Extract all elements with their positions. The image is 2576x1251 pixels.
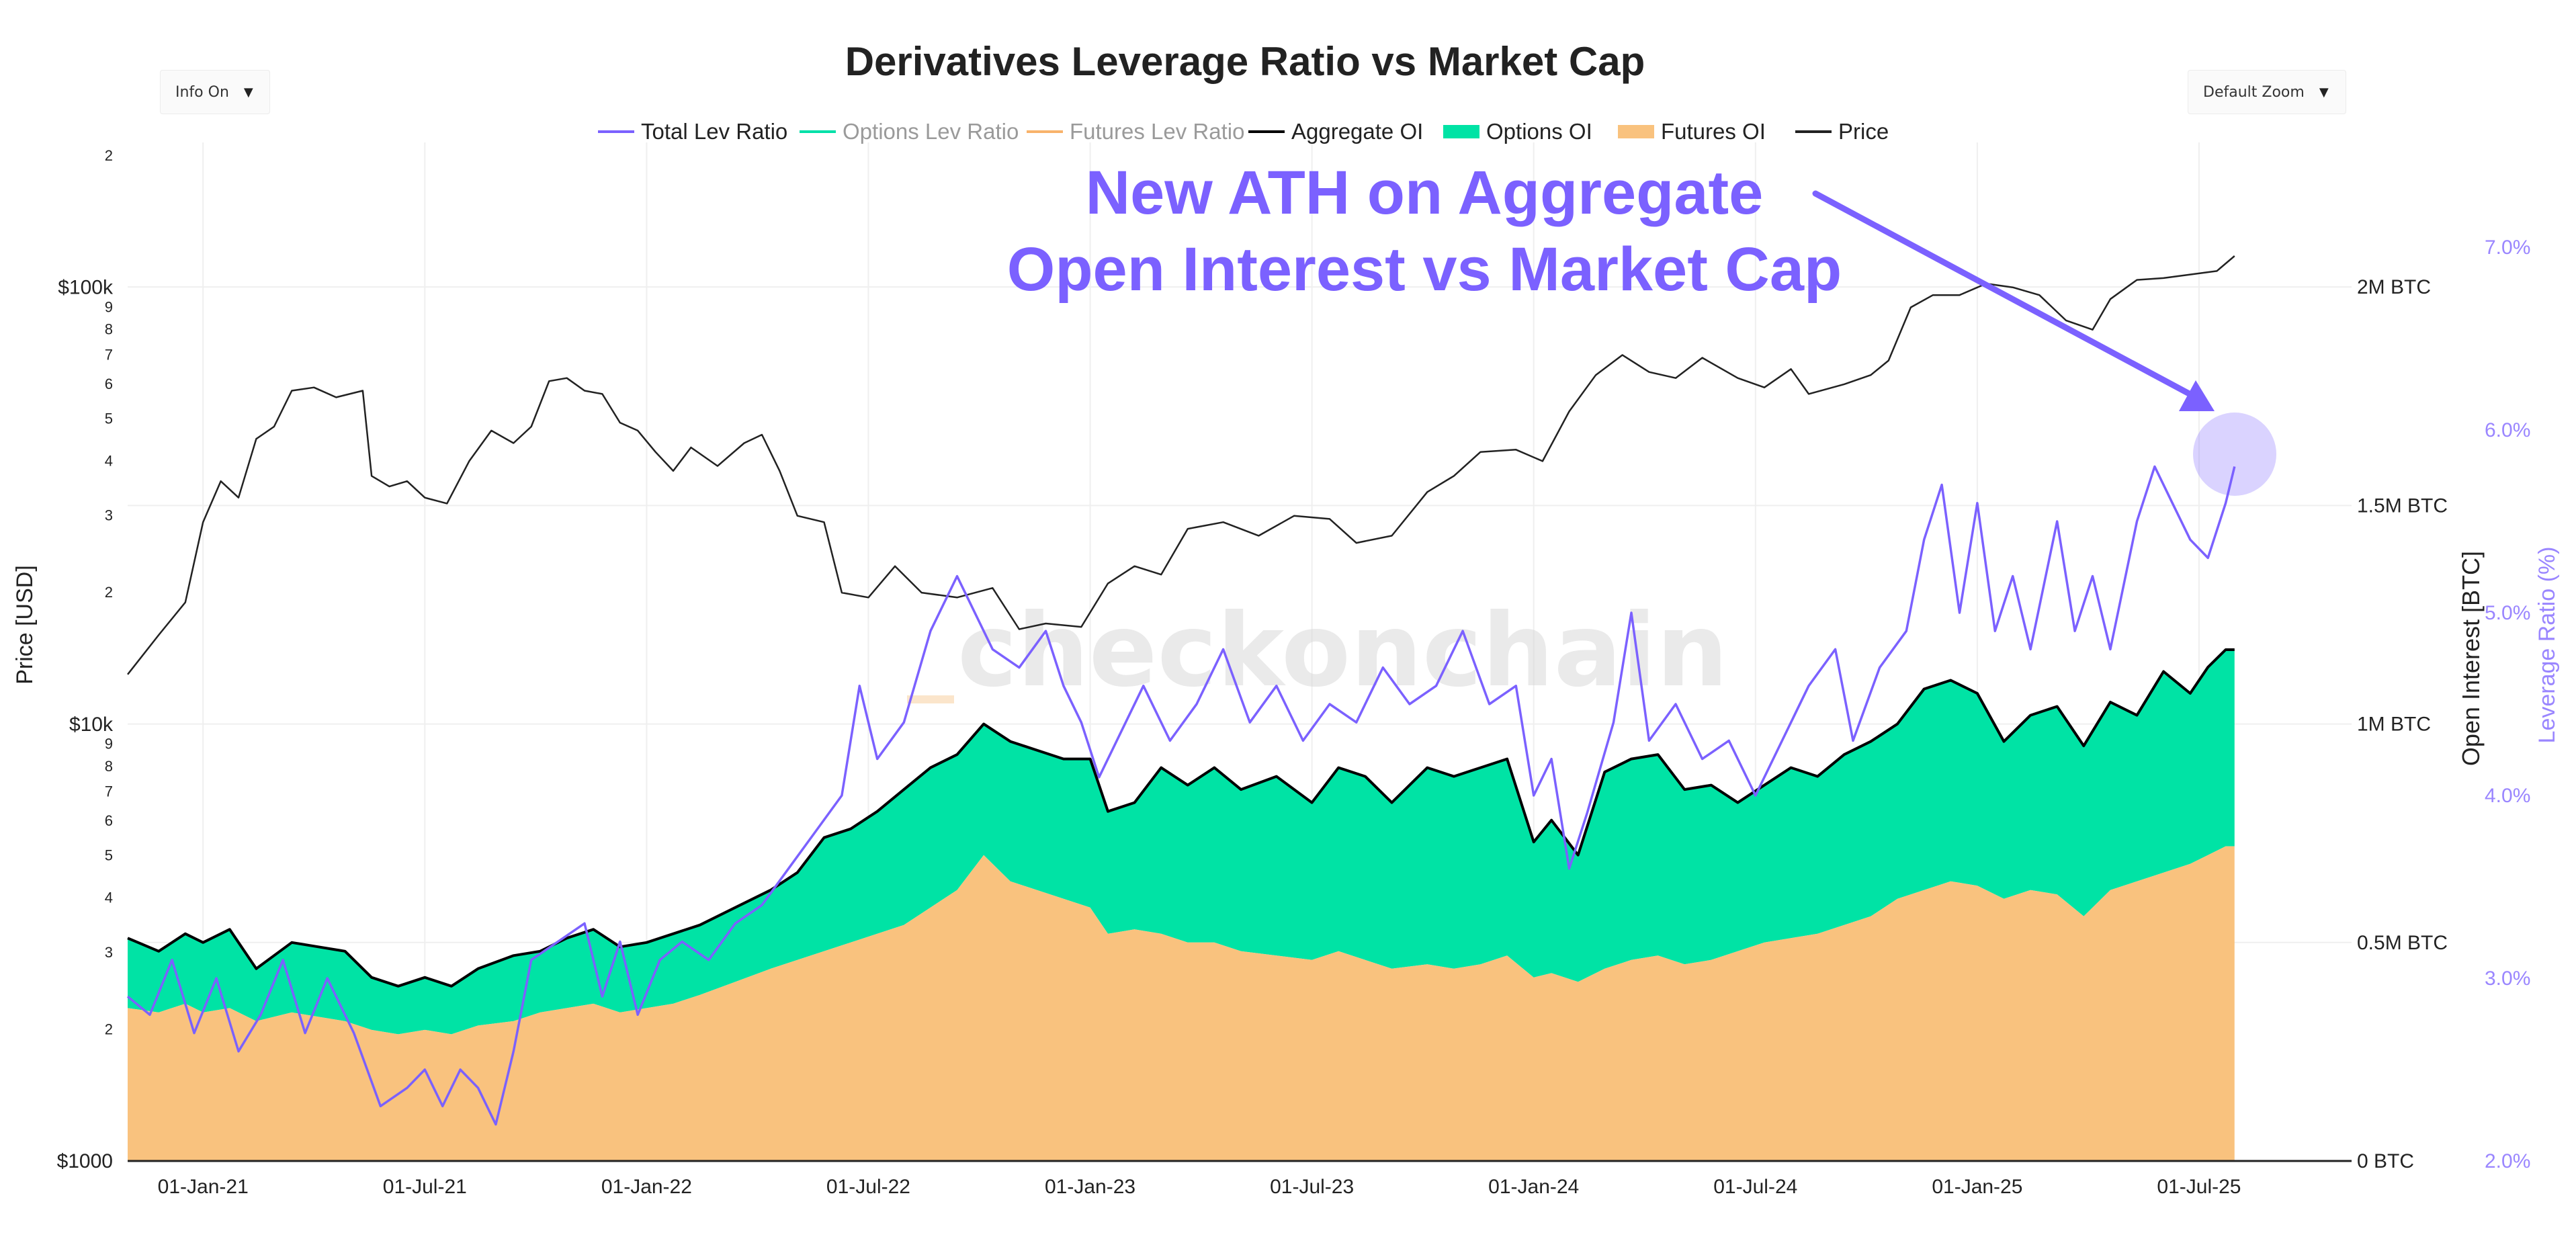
legend-label: Futures OI <box>1661 119 1766 144</box>
legend-item: Futures OI <box>1618 119 1766 144</box>
lev-tick-label: 7.0% <box>2485 236 2530 259</box>
lev-tick-label: 5.0% <box>2485 602 2530 624</box>
series-lines <box>126 255 2236 1126</box>
oi-axis-label: Open Interest [BTC] <box>2457 551 2485 766</box>
aggregate-oi-line <box>127 648 2235 988</box>
options-oi-area <box>128 649 2235 1035</box>
zoom-select-label: Default Zoom <box>2203 83 2305 101</box>
lev-tick-label: 3.0% <box>2485 967 2530 990</box>
price-tick-label: 9 <box>105 298 113 315</box>
legend-item: Futures Lev Ratio <box>1027 119 1244 144</box>
price-tick-label: 6 <box>105 812 113 829</box>
price-tick-label: $100k <box>58 277 114 299</box>
legend-label: Options Lev Ratio <box>843 119 1019 144</box>
date-tick-label: 01-Jan-22 <box>601 1176 692 1198</box>
zoom-dropdown[interactable]: Default Zoom ▼ <box>2188 70 2346 114</box>
annotation-arrow-shaft <box>1812 190 2195 398</box>
price-tick-label: 7 <box>105 783 113 800</box>
chart-title: Derivatives Leverage Ratio vs Market Cap <box>845 39 1645 84</box>
price-tick-label: 8 <box>105 758 113 775</box>
lev-tick-label: 4.0% <box>2485 785 2530 807</box>
futures-oi-area <box>128 846 2235 1161</box>
date-tick-label: 01-Jul-25 <box>2157 1176 2241 1198</box>
oi-area-fills <box>128 649 2235 1161</box>
price-tick-label: 4 <box>105 452 113 469</box>
oi-tick-label: 2M BTC <box>2357 276 2431 298</box>
price-tick-label: 2 <box>105 584 113 601</box>
price-tick-label: 9 <box>105 736 113 752</box>
oi-tick-label: 0.5M BTC <box>2357 932 2448 954</box>
legend-label: Aggregate OI <box>1291 119 1423 144</box>
date-tick-label: 01-Jul-24 <box>1713 1176 1797 1198</box>
legend-label: Price <box>1838 119 1889 144</box>
annotation: New ATH on Aggregate Open Interest vs Ma… <box>1007 159 2276 496</box>
oi-tick-label: 1.5M BTC <box>2357 494 2448 517</box>
info-toggle-label: Info On <box>175 83 229 101</box>
oi-tick-label: 0 BTC <box>2357 1150 2414 1172</box>
axes: 01-Jan-21 01-Jul-21 01-Jan-22 01-Jul-22 01-J… <box>57 147 2531 1198</box>
annotation-line2: Open Interest vs Market Cap <box>1007 235 1842 304</box>
date-tick-label: 01-Jul-23 <box>1270 1176 1354 1198</box>
date-tick-label: 01-Jan-21 <box>158 1176 249 1198</box>
lev-axis-label: Leverage Ratio (%) <box>2534 547 2560 744</box>
price-tick-label: 2 <box>105 147 113 164</box>
price-tick-label: $10k <box>69 714 114 736</box>
price-line <box>127 255 2235 675</box>
legend: Total Lev Ratio Options Lev Ratio Futures … <box>598 119 1889 144</box>
legend-swatch <box>1618 125 1654 138</box>
watermark-text: checkonchain <box>957 593 1728 709</box>
lev-tick-label: 6.0% <box>2485 419 2530 441</box>
price-tick-label: 5 <box>105 847 113 864</box>
price-axis-label: Price [USD] <box>12 565 38 685</box>
price-tick-label: 2 <box>105 1021 113 1037</box>
annotation-highlight-circle <box>2193 413 2276 496</box>
lev-tick-label: 2.0% <box>2485 1150 2530 1172</box>
date-tick-label: 01-Jan-24 <box>1488 1176 1579 1198</box>
date-tick-label: 01-Jul-21 <box>383 1176 467 1198</box>
legend-item: Total Lev Ratio <box>598 119 787 144</box>
price-tick-label: 7 <box>105 346 113 363</box>
legend-item: Aggregate OI <box>1248 119 1423 144</box>
chevron-down-icon: ▼ <box>243 85 253 99</box>
price-tick-label: 3 <box>105 507 113 524</box>
price-tick-label: 6 <box>105 376 113 392</box>
price-tick-label: 4 <box>105 890 113 906</box>
price-tick-label: 8 <box>105 321 113 338</box>
legend-swatch <box>1443 125 1479 138</box>
legend-item: Price <box>1795 119 1889 144</box>
date-tick-label: 01-Jan-25 <box>1932 1176 2022 1198</box>
watermark: checkonchain <box>907 593 1728 709</box>
price-tick-label: 5 <box>105 410 113 427</box>
legend-label: Total Lev Ratio <box>641 119 787 144</box>
info-toggle-dropdown[interactable]: Info On ▼ <box>160 70 270 114</box>
price-tick-label: $1000 <box>57 1150 113 1172</box>
chevron-down-icon: ▼ <box>2319 85 2329 99</box>
date-tick-label: 01-Jul-22 <box>826 1176 910 1198</box>
legend-label: Futures Lev Ratio <box>1070 119 1244 144</box>
price-tick-label: 3 <box>105 944 113 961</box>
oi-tick-label: 1M BTC <box>2357 714 2431 736</box>
annotation-line1: New ATH on Aggregate <box>1086 159 1764 227</box>
legend-label: Options OI <box>1486 119 1592 144</box>
total-lev-ratio-line <box>126 465 2236 1126</box>
date-tick-label: 01-Jan-23 <box>1045 1176 1135 1198</box>
legend-item: Options OI <box>1443 119 1592 144</box>
legend-item: Options Lev Ratio <box>800 119 1019 144</box>
annotation-arrow-head <box>2179 380 2215 411</box>
